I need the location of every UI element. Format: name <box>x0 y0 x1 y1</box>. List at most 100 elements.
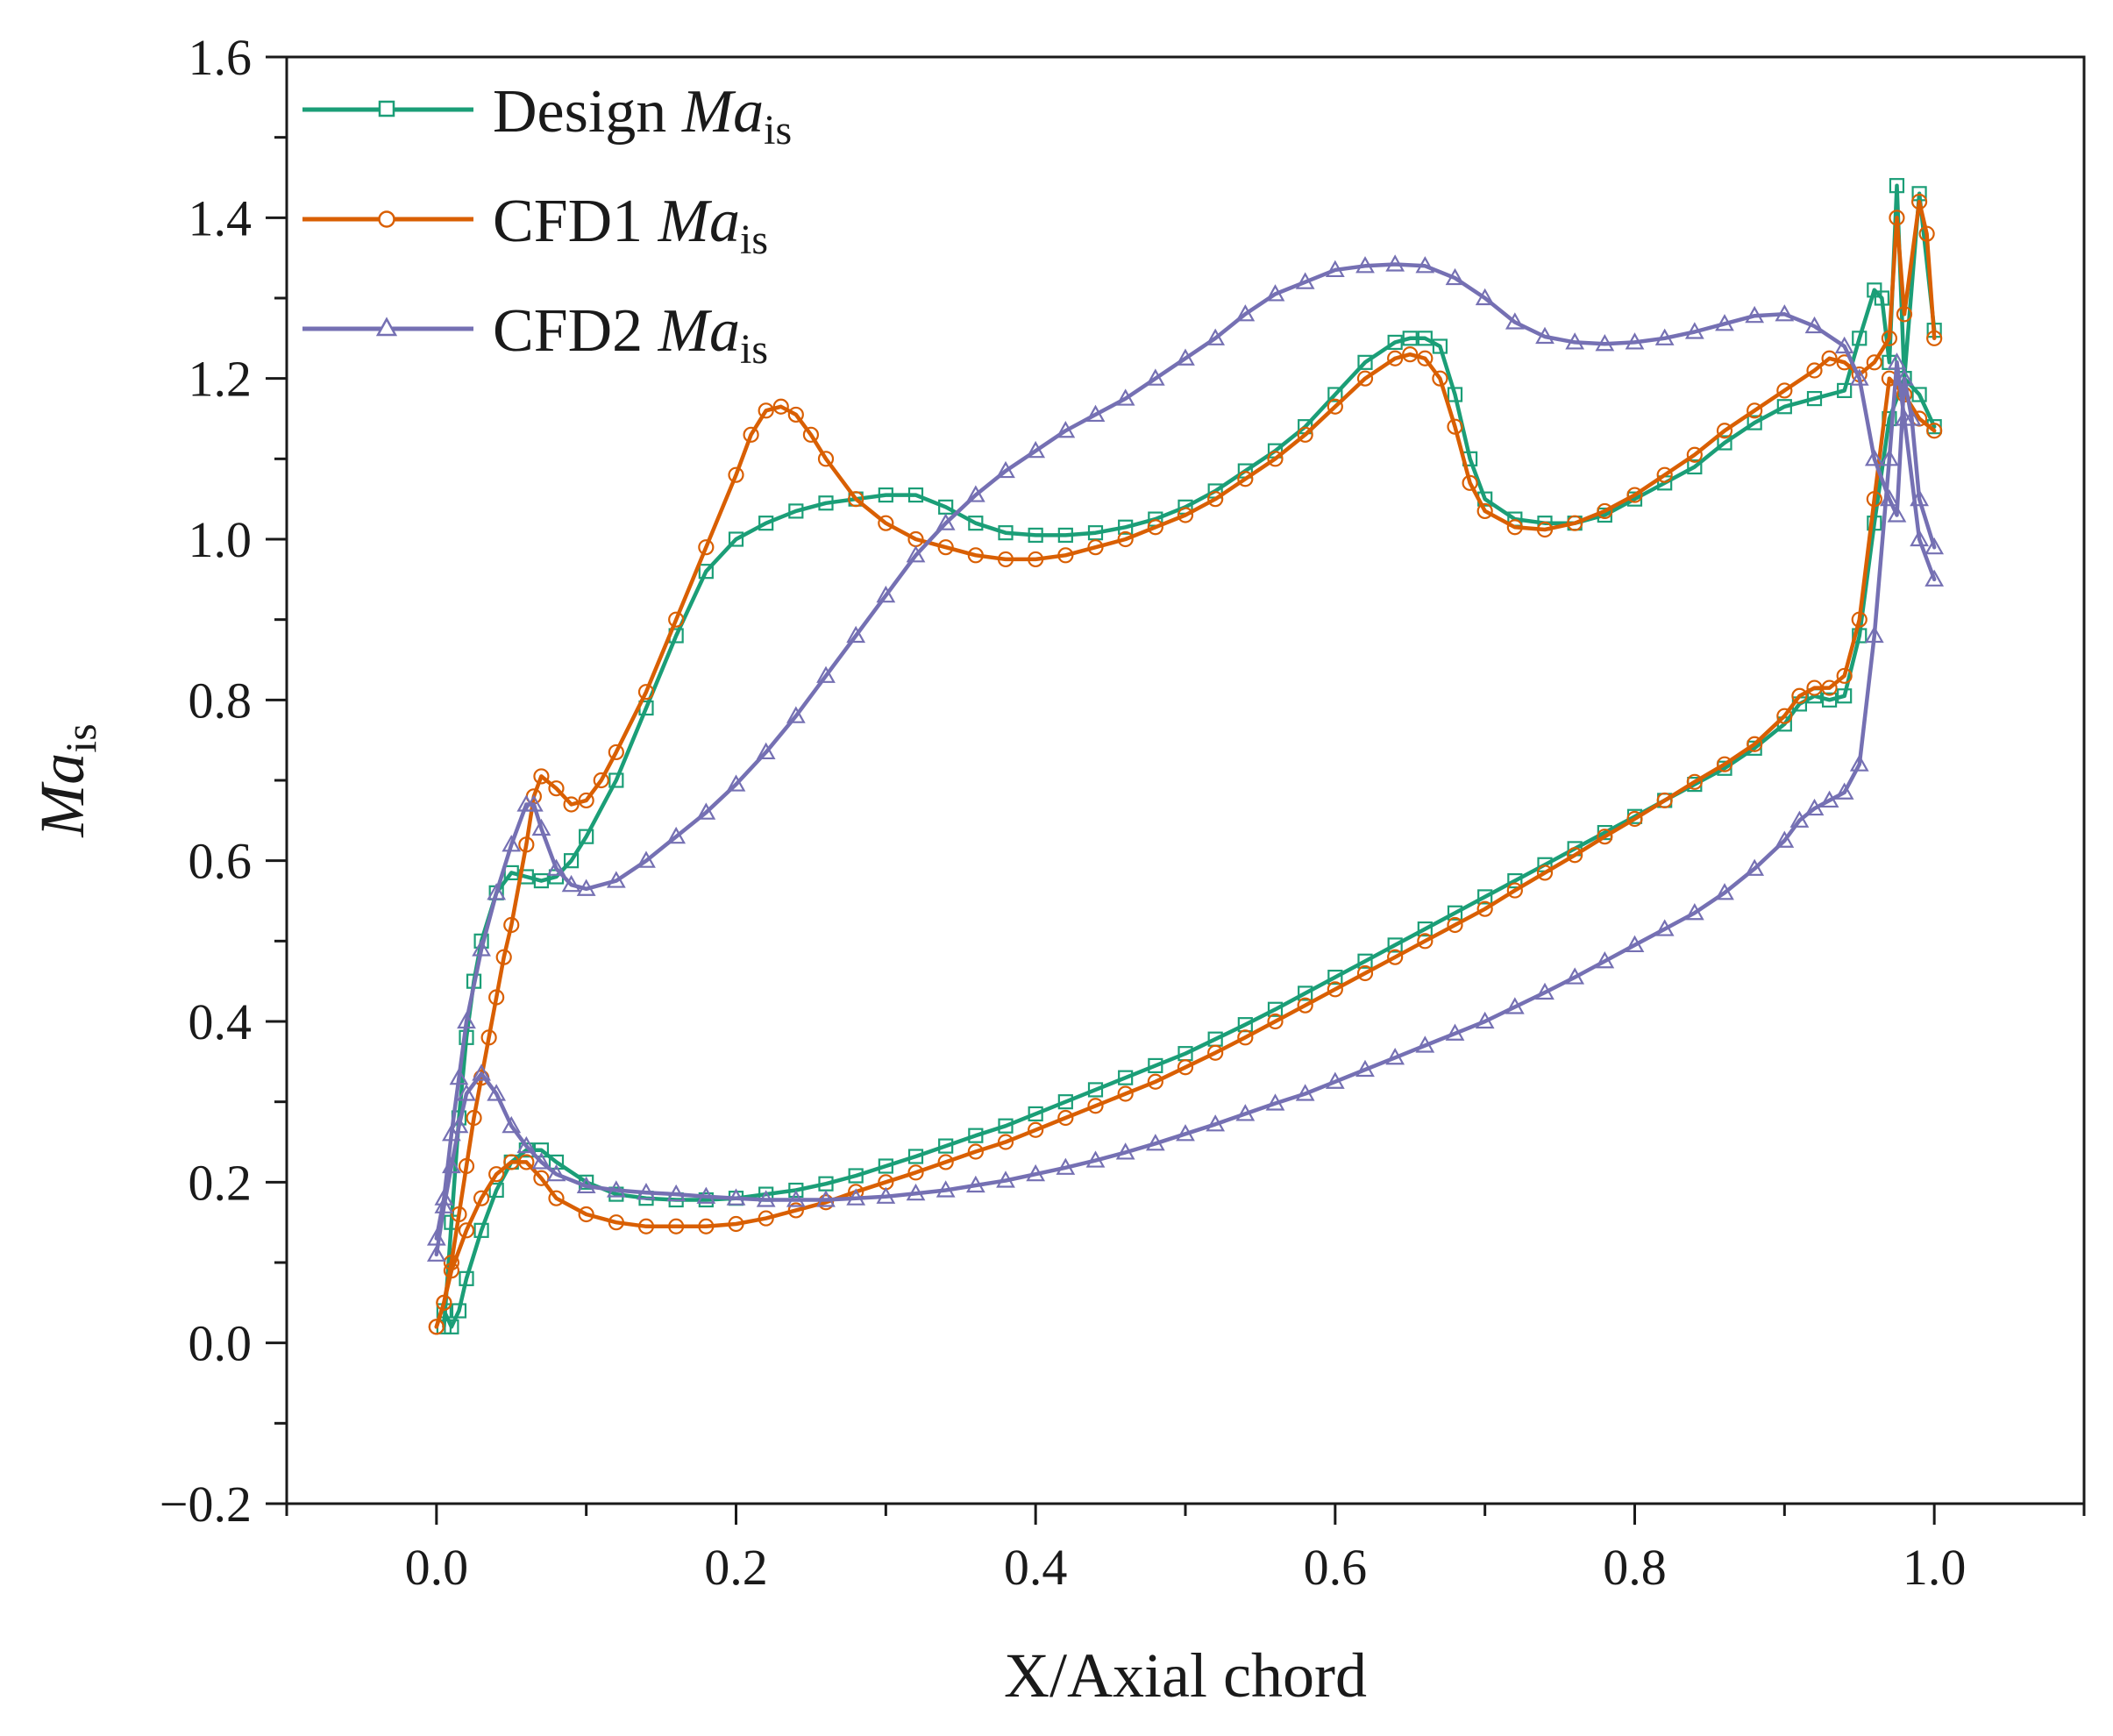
data-point <box>1867 516 1882 531</box>
data-point <box>756 1190 776 1207</box>
data-point <box>518 1154 535 1170</box>
series-line-suction-side <box>434 199 1937 1329</box>
data-point <box>876 585 896 603</box>
data-point <box>726 774 746 792</box>
data-point <box>907 487 924 503</box>
series-line-suction-side <box>442 183 1937 1329</box>
data-point <box>1626 810 1643 828</box>
y-tick-label: −0.2 <box>160 1476 252 1533</box>
data-point <box>1177 1059 1194 1076</box>
data-point <box>1295 272 1315 289</box>
data-point <box>1087 1082 1104 1098</box>
data-point <box>1028 527 1043 544</box>
data-point <box>786 1190 806 1207</box>
data-point <box>937 539 954 556</box>
data-point <box>449 1115 469 1134</box>
data-point <box>1745 858 1765 876</box>
data-point <box>1325 1071 1345 1089</box>
data-point <box>1028 1106 1043 1122</box>
data-point <box>1924 569 1945 587</box>
data-point <box>472 1064 491 1081</box>
data-point <box>1837 688 1853 704</box>
data-point <box>965 485 985 502</box>
data-point <box>1880 449 1899 466</box>
data-point <box>1057 547 1074 564</box>
data-point <box>488 1182 504 1199</box>
data-point <box>1911 387 1927 402</box>
data-point <box>1821 350 1838 366</box>
data-point <box>1295 1084 1315 1101</box>
data-point <box>1506 519 1523 536</box>
legend-item-design: Design Mais <box>302 78 792 153</box>
data-point <box>1656 792 1673 809</box>
data-point <box>1476 900 1493 917</box>
data-point <box>728 1215 744 1233</box>
data-point <box>1447 905 1463 921</box>
data-point <box>1462 474 1478 491</box>
y-tick-label: 0.8 <box>189 672 253 729</box>
data-point <box>1887 505 1907 523</box>
data-point <box>1716 756 1733 772</box>
data-point <box>1145 368 1165 386</box>
data-point <box>1176 348 1195 366</box>
data-point <box>1476 502 1493 520</box>
data-point <box>1889 210 1905 226</box>
data-point <box>1432 338 1448 354</box>
data-point <box>817 451 835 467</box>
data-point <box>772 398 789 415</box>
data-point <box>1147 1073 1163 1090</box>
data-point <box>1852 628 1868 644</box>
data-point <box>563 853 580 869</box>
data-point <box>968 516 984 531</box>
data-point <box>443 1263 460 1279</box>
data-point <box>1387 937 1403 953</box>
data-point <box>1445 1023 1465 1041</box>
y-tick-label: 1.2 <box>189 351 253 408</box>
data-point <box>457 1084 476 1101</box>
data-point <box>1387 350 1404 366</box>
data-point <box>846 625 866 644</box>
data-point <box>1207 1044 1224 1061</box>
data-point <box>817 1194 835 1211</box>
data-point <box>458 1157 475 1175</box>
data-point <box>728 466 744 483</box>
data-point <box>578 792 594 809</box>
data-point <box>1417 921 1433 937</box>
data-point <box>459 1270 474 1286</box>
data-point <box>442 1156 461 1174</box>
series-line-pressure-side <box>434 360 1937 1257</box>
data-point <box>1475 288 1495 306</box>
data-point <box>1355 256 1375 274</box>
legend-swatch-design-marker <box>378 100 395 117</box>
data-point <box>878 487 893 503</box>
data-point <box>1836 667 1853 684</box>
data-point <box>531 1152 551 1170</box>
data-point <box>1506 882 1523 899</box>
data-point <box>668 611 685 628</box>
data-point <box>561 874 581 893</box>
data-point <box>1387 949 1404 965</box>
data-point <box>1056 421 1076 438</box>
y-tick-label: 1.0 <box>189 511 253 568</box>
y-axis: −0.2 0.0 0.2 0.4 0.6 0.8 1.0 1.2 1.4 1.6 <box>160 29 287 1533</box>
data-point <box>1357 354 1373 370</box>
data-point <box>1834 336 1854 354</box>
series-cfd1 <box>428 193 1943 1335</box>
data-point <box>758 1210 774 1227</box>
legend-item-cfd1: CFD1 Mais <box>302 188 768 263</box>
data-point <box>487 1084 507 1101</box>
data-point <box>668 1218 685 1234</box>
y-tick-label: 1.6 <box>189 29 253 86</box>
data-point <box>816 665 836 683</box>
data-point <box>1507 872 1523 889</box>
data-point <box>1385 1048 1405 1065</box>
data-point <box>1087 1098 1104 1114</box>
data-point <box>696 802 716 820</box>
data-point <box>1327 969 1343 985</box>
data-point <box>1402 346 1419 363</box>
data-point <box>458 1222 475 1239</box>
data-point <box>637 1183 656 1200</box>
data-point <box>1145 1134 1165 1151</box>
data-point <box>756 742 776 760</box>
